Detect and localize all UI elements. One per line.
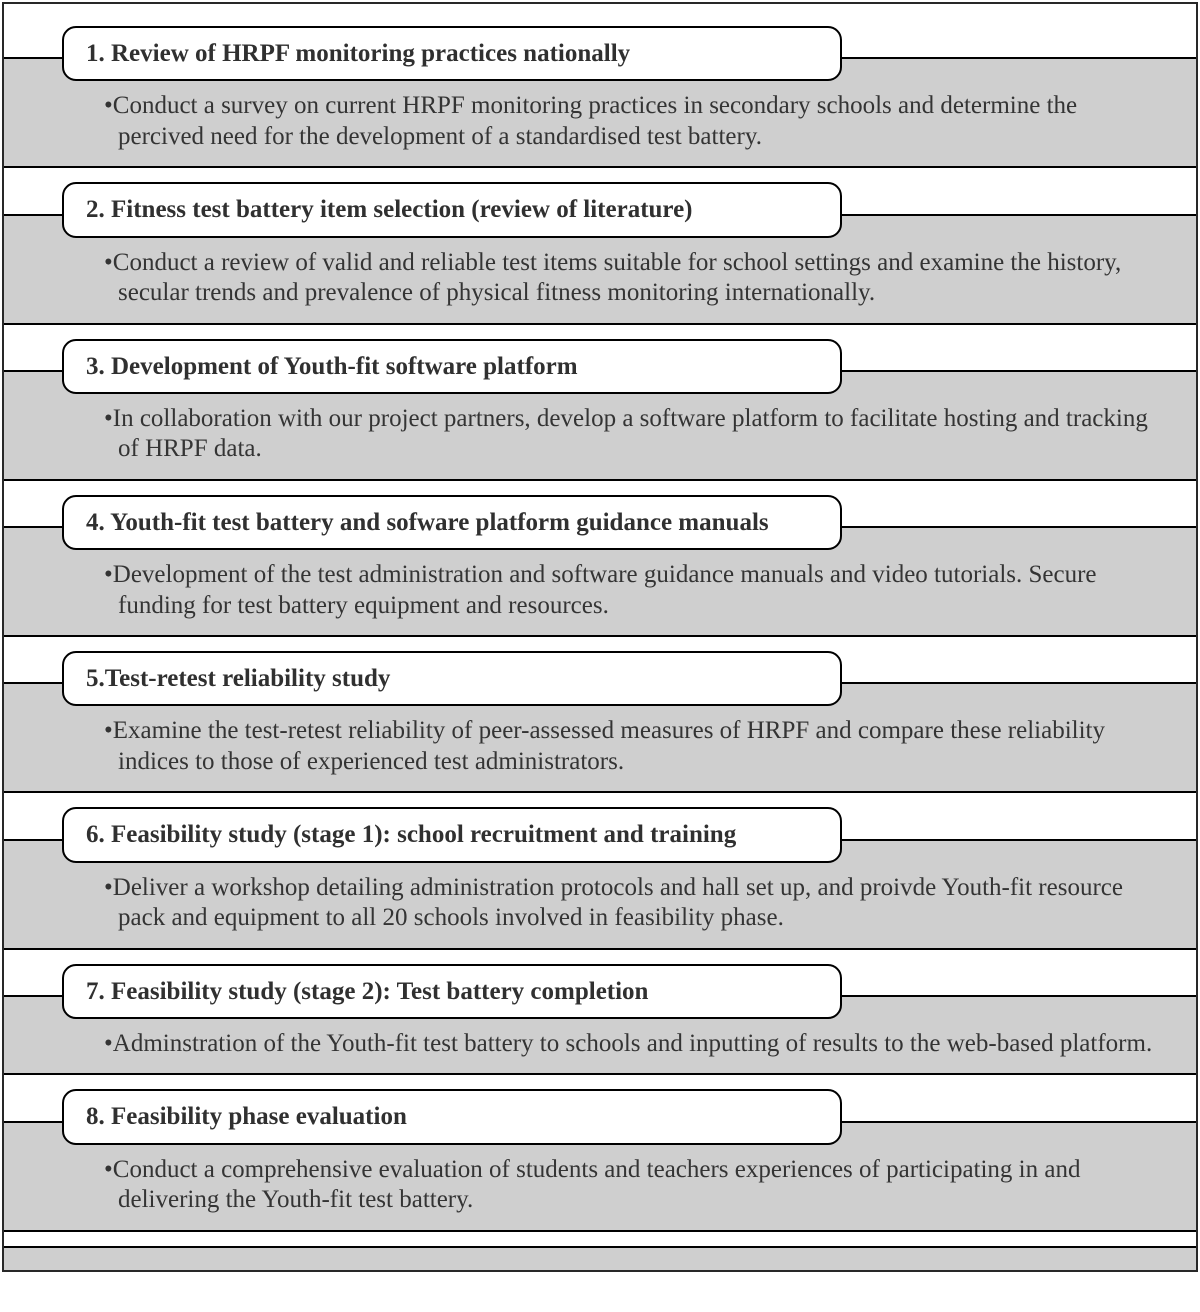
step-7-title: 7. Feasibility study (stage 2): Test bat… bbox=[62, 964, 842, 1019]
step-2: 2. Fitness test battery item selection (… bbox=[4, 168, 1196, 324]
step-3: 3. Development of Youth-fit software pla… bbox=[4, 325, 1196, 481]
step-7-desc: •Adminstration of the Youth-fit test bat… bbox=[104, 1029, 1168, 1060]
step-4-title: 4. Youth-fit test battery and sofware pl… bbox=[62, 495, 842, 550]
process-diagram-frame: 1. Review of HRPF monitoring practices n… bbox=[2, 2, 1198, 1272]
step-6: 6. Feasibility study (stage 1): school r… bbox=[4, 793, 1196, 949]
step-8-title: 8. Feasibility phase evaluation bbox=[62, 1089, 842, 1144]
step-5-title: 5.Test-retest reliability study bbox=[62, 651, 842, 706]
step-5-desc: •Examine the test-retest reliability of … bbox=[104, 716, 1168, 777]
step-1: 1. Review of HRPF monitoring practices n… bbox=[4, 4, 1196, 168]
step-6-title: 6. Feasibility study (stage 1): school r… bbox=[62, 807, 842, 862]
step-6-desc: •Deliver a workshop detailing administra… bbox=[104, 873, 1168, 934]
step-7: 7. Feasibility study (stage 2): Test bat… bbox=[4, 950, 1196, 1076]
step-3-title: 3. Development of Youth-fit software pla… bbox=[62, 339, 842, 394]
step-3-desc: •In collaboration with our project partn… bbox=[104, 404, 1168, 465]
bottom-strip bbox=[4, 1246, 1196, 1270]
step-8: 8. Feasibility phase evaluation •Conduct… bbox=[4, 1075, 1196, 1231]
step-1-desc: •Conduct a survey on current HRPF monito… bbox=[104, 91, 1168, 152]
step-1-title: 1. Review of HRPF monitoring practices n… bbox=[62, 26, 842, 81]
step-5: 5.Test-retest reliability study •Examine… bbox=[4, 637, 1196, 793]
step-4-desc: •Development of the test administration … bbox=[104, 560, 1168, 621]
step-2-title: 2. Fitness test battery item selection (… bbox=[62, 182, 842, 237]
step-8-desc: •Conduct a comprehensive evaluation of s… bbox=[104, 1155, 1168, 1216]
step-2-desc: •Conduct a review of valid and reliable … bbox=[104, 248, 1168, 309]
step-4: 4. Youth-fit test battery and sofware pl… bbox=[4, 481, 1196, 637]
